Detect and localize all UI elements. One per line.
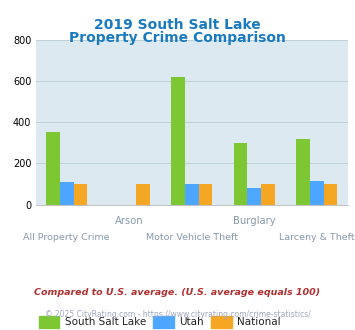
Text: Compared to U.S. average. (U.S. average equals 100): Compared to U.S. average. (U.S. average … — [34, 287, 321, 297]
Bar — [310, 181, 323, 205]
Text: Larceny & Theft: Larceny & Theft — [279, 233, 355, 242]
Text: All Property Crime: All Property Crime — [23, 233, 110, 242]
Bar — [136, 184, 150, 205]
Bar — [234, 143, 247, 205]
Legend: South Salt Lake, Utah, National: South Salt Lake, Utah, National — [34, 312, 285, 330]
Bar — [73, 184, 87, 205]
Bar — [198, 184, 212, 205]
Bar — [60, 182, 73, 205]
Bar — [261, 184, 275, 205]
Bar — [323, 184, 337, 205]
Text: Property Crime Comparison: Property Crime Comparison — [69, 31, 286, 45]
Text: © 2025 CityRating.com - https://www.cityrating.com/crime-statistics/: © 2025 CityRating.com - https://www.city… — [45, 310, 310, 319]
Bar — [185, 184, 198, 205]
Text: Arson: Arson — [115, 216, 143, 226]
Bar — [296, 139, 310, 205]
Text: Burglary: Burglary — [233, 216, 275, 226]
Bar — [247, 188, 261, 205]
Text: Motor Vehicle Theft: Motor Vehicle Theft — [146, 233, 238, 242]
Text: 2019 South Salt Lake: 2019 South Salt Lake — [94, 18, 261, 32]
Bar — [46, 132, 60, 205]
Bar — [171, 77, 185, 205]
